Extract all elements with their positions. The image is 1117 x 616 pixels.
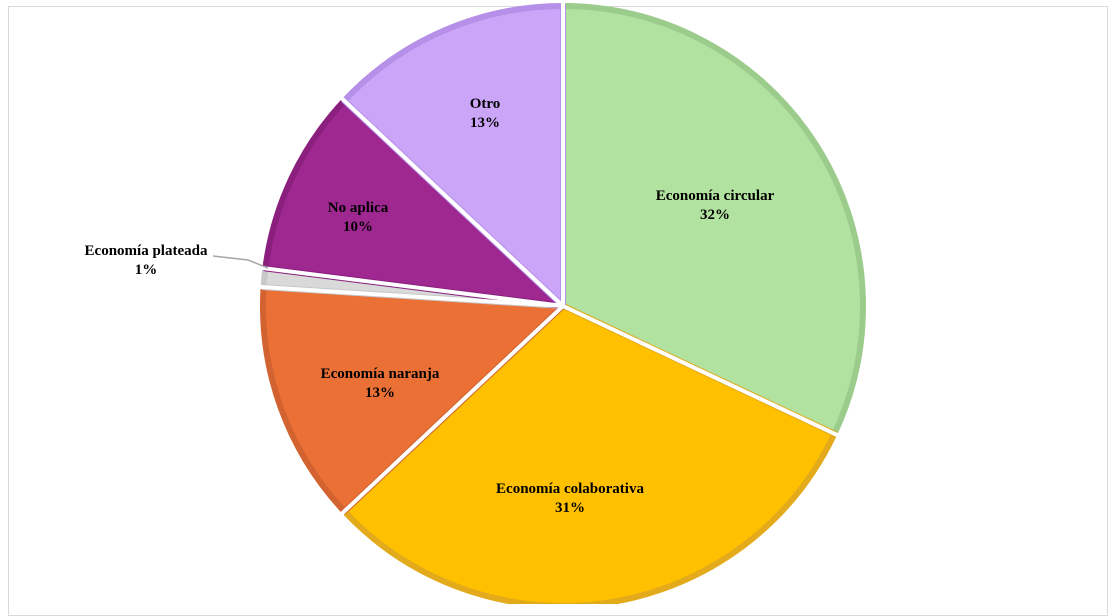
slice-label-economia-plateada: Economía plateada (85, 243, 208, 259)
pie-slice-economia-colaborativa (341, 303, 838, 604)
slice-label-economia-colaborativa: Economía colaborativa (496, 481, 644, 497)
slice-separator (340, 96, 565, 308)
pie-slice-otro (341, 3, 566, 309)
slice-separator (562, 304, 839, 438)
slice-separator (261, 265, 564, 308)
slice-label-otro: Otro (470, 96, 501, 112)
slice-separator (340, 304, 565, 516)
slice-value-economia-colaborativa: 31% (555, 500, 585, 516)
slice-label-economia-naranja: Economía naranja (321, 366, 440, 382)
leader-line-economia-plateada (212, 255, 269, 269)
slice-value-economia-naranja: 13% (365, 385, 395, 401)
slice-separator (259, 284, 564, 308)
slice-value-economia-circular: 32% (700, 207, 730, 223)
slice-value-no-aplica: 10% (343, 219, 373, 235)
slice-value-economia-plateada: 1% (135, 262, 158, 278)
slice-label-no-aplica: No aplica (328, 200, 389, 216)
slice-value-otro: 13% (470, 115, 500, 131)
pie-slice-economia-circular (560, 3, 866, 437)
slice-label-economia-circular: Economía circular (656, 188, 775, 204)
pie-slice-economia-naranja (260, 284, 566, 515)
pie-slice-no-aplica (262, 97, 566, 309)
